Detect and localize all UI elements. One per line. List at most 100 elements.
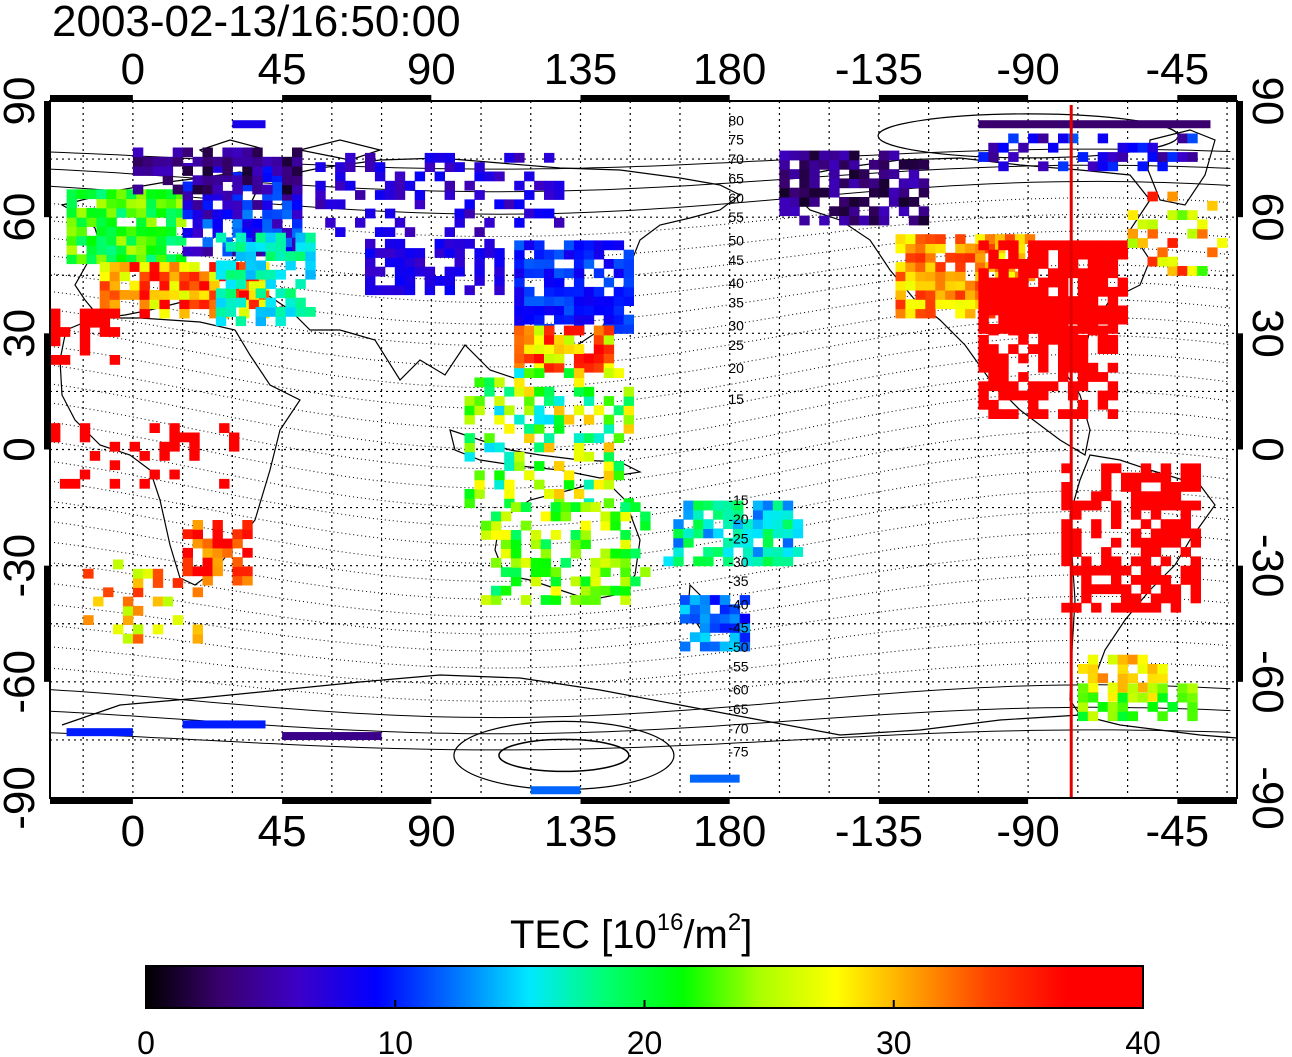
tec-cell [1180,509,1191,520]
tec-cell [593,249,605,260]
tec-cell [491,511,502,522]
tec-cell [374,162,386,172]
tec-cell [859,178,870,189]
tec-cell [192,624,203,635]
tec-cell [1038,362,1049,373]
tec-cell [189,290,200,300]
tec-cell [169,262,180,272]
tec-cell [504,479,515,490]
tec-cell [583,479,595,490]
tec-cell [680,595,691,605]
tec-cell [189,441,200,452]
tec-cell [935,280,946,291]
tec-cell [86,235,97,246]
tec-cell [762,528,774,539]
frame-segment [50,798,133,804]
tec-cell [1197,219,1208,230]
tec-cell [1018,314,1029,325]
tec-cell [544,442,555,453]
tec-cell [1150,472,1162,483]
tec-cell [514,414,525,425]
tec-cell [50,327,61,337]
lat-tick-label: 60 [1243,193,1292,242]
tec-cell [623,314,634,325]
tec-cell [945,299,956,310]
tec-cell [752,500,764,511]
tec-cell [703,519,714,529]
tec-cell [146,245,157,255]
tec-cell [86,254,97,265]
lon-tick-label: 45 [258,45,307,94]
tec-cell [202,566,213,577]
tec-cell [1167,191,1178,202]
tec-cell [149,423,160,433]
tec-cell [1107,409,1119,419]
tec-cell [829,178,840,189]
tec-cell [50,423,61,433]
tec-cell [895,308,906,319]
tec-cell [530,557,542,568]
tec-cell [166,189,177,200]
tec-cell [179,299,190,310]
tec-cell [262,200,273,210]
tec-cell [126,226,137,237]
tec-cell [1157,692,1168,703]
tec-cell [1157,247,1168,258]
tec-cell [242,181,253,192]
tec-cell [212,566,223,577]
tec-cell [132,624,144,635]
tec-cell [573,386,585,397]
tec-cell [1058,353,1069,364]
tec-cell [1121,593,1132,604]
tec-cell [1107,259,1119,269]
tec-cell [1024,234,1036,244]
tec-cell [272,218,283,229]
tec-cell [1038,353,1049,364]
tec-cell [159,280,170,291]
tec-cell [623,259,634,269]
tec-cell [772,500,784,511]
tec-cell [149,469,160,480]
tec-cell [603,259,615,269]
tec-cell [229,441,240,452]
tec-cell [252,156,263,167]
tec-cell [248,299,260,310]
tec-cell [603,344,615,354]
tec-cell [524,190,535,200]
tec-cell [998,409,1009,419]
tec-cell [225,297,237,308]
tec-cell [1058,277,1069,288]
tec-cell [149,262,160,272]
tec-cell [1170,584,1182,595]
tec-cell [394,276,406,286]
tec-cell [560,502,571,512]
tec-cell [699,623,711,633]
tec-cell [1087,305,1099,316]
tec-cell [1067,353,1079,364]
tec-cell [69,478,81,489]
tec-cell [1160,482,1172,492]
tec-cell [1111,509,1122,520]
tec-cell [1058,268,1069,279]
tec-cell [1028,314,1039,325]
tec-cell [554,353,565,364]
tec-cell [1117,711,1128,722]
tec-cell [985,243,996,254]
tec-cell [570,595,581,605]
tec-cell [265,307,276,317]
tec-cell [573,314,585,325]
tec-cell [1071,528,1082,539]
tec-cell [998,362,1009,373]
tec-cell [258,299,270,310]
tec-cell [156,198,167,209]
contour-label: -70 [728,720,748,736]
tec-cell [613,240,625,251]
tec-cell [534,314,545,325]
tec-cell [1160,584,1172,595]
contour-label: -75 [728,744,748,760]
tec-cell [799,197,810,207]
tec-cell [242,166,253,176]
frame-segment [580,95,730,101]
tec-cell [895,299,906,310]
tec-cell [132,578,144,588]
